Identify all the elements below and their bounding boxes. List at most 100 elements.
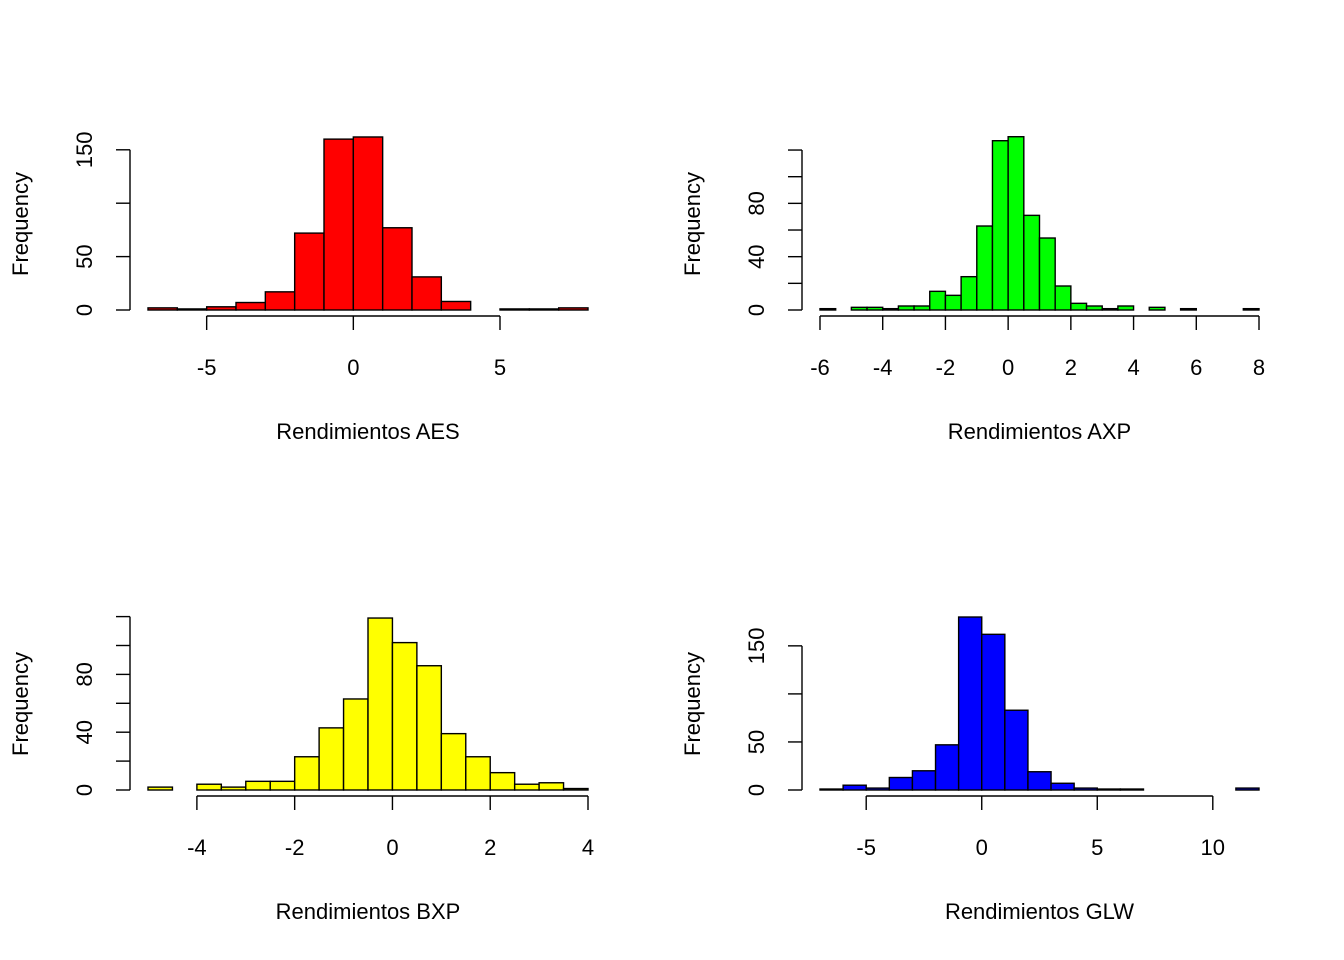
histogram-bar [1007,136,1025,311]
x-axis-title: Rendimientos GLW [945,899,1134,924]
histogram-bar [1096,788,1122,791]
x-tick-label: 4 [1127,355,1139,380]
histogram-bar [557,307,589,311]
histogram-panel-glw: -5 0 5 10 0 50 150 Rendimientos GLW Frequency [680,616,1260,924]
histogram-bar [562,787,589,791]
histogram-bar [205,306,237,311]
histogram-bar [842,784,867,791]
histogram-bar [1242,307,1260,311]
histogram-bar [528,308,560,311]
histogram-bar [220,786,247,791]
histogram-bar [235,301,267,311]
x-tick-label: -5 [856,835,876,860]
histogram-bar [1050,782,1075,791]
y-tick-label: 50 [744,730,769,754]
x-axis-title: Rendimientos AXP [948,419,1131,444]
y-tick-label: 0 [72,304,97,316]
x-tick-label: 5 [494,355,506,380]
x-tick-label: -4 [873,355,893,380]
x-tick-label: -2 [936,355,956,380]
x-tick-label: 6 [1190,355,1202,380]
histogram-bar [819,788,844,791]
histogram-bar [1054,285,1072,311]
x-axis-title: Rendimientos AES [276,419,459,444]
histogram-bar [991,140,1009,311]
y-axis-title: Frequency [8,172,33,276]
histogram-bar [1023,214,1041,311]
y-tick-label: 0 [744,304,769,316]
y-tick-label: 150 [744,627,769,664]
histogram-bar [196,783,223,791]
histogram-bar [147,786,174,791]
x-tick-label: 4 [582,835,594,860]
histogram-bar [318,727,345,791]
histogram-bar [440,732,467,791]
histogram-bar [1117,305,1135,311]
histogram-bar [416,665,443,791]
histogram-bar [1101,307,1119,311]
x-tick-label: 10 [1201,835,1225,860]
y-tick-label: 80 [72,662,97,686]
histogram-bar [981,633,1006,791]
x-tick-label: -6 [810,355,830,380]
histogram-bar [293,756,320,791]
histogram-bar [245,780,271,791]
histogram-bar [342,698,369,791]
histogram-bar [976,225,994,311]
x-tick-label: 2 [1065,355,1077,380]
histogram-bar [888,776,914,791]
histogram-bar [323,138,355,311]
x-tick-label: 0 [1002,355,1014,380]
histogram-bar [1235,787,1260,791]
histogram-bar [1119,788,1145,791]
histogram-bar [882,307,900,311]
x-axis-title: Rendimientos BXP [276,899,461,924]
histogram-bar [1073,787,1098,791]
histogram-bar [147,307,179,311]
histogram-bar [391,641,418,791]
histogram-bar [264,291,296,311]
histogram-bar [1027,771,1052,791]
histogram-bar [866,306,884,311]
y-tick-label: 0 [744,784,769,796]
histogram-bar [499,308,531,311]
x-tick-label: 0 [347,355,359,380]
histogram-bar [440,300,472,311]
histogram-bar [1038,237,1056,311]
histogram-bar [1070,302,1088,311]
x-tick-label: 8 [1253,355,1265,380]
x-tick-label: -2 [285,835,305,860]
histogram-bar [465,756,491,791]
histogram-bar [176,308,208,311]
x-tick-label: 5 [1091,835,1103,860]
y-tick-label: 50 [72,244,97,268]
y-tick-label: 40 [744,244,769,268]
histogram-bar [411,276,443,311]
y-tick-label: 0 [72,784,97,796]
x-tick-label: -4 [187,835,207,860]
x-tick-label: -5 [197,355,217,380]
histogram-bar [1085,305,1103,311]
histogram-bar [293,232,325,311]
y-axis-title: Frequency [8,652,33,756]
histogram-bar [850,306,868,311]
histogram-bar [1179,307,1197,311]
histogram-bar [929,290,947,311]
histogram-bar [911,770,937,791]
y-tick-label: 40 [72,720,97,744]
histogram-bar [957,616,983,791]
histogram-bar [934,744,960,791]
histogram-bar [819,307,837,311]
y-axis-title: Frequency [680,652,705,756]
y-tick-label: 80 [744,191,769,215]
histogram-bar [352,136,384,311]
x-tick-label: 0 [386,835,398,860]
histogram-bar [944,294,962,311]
histogram-bar [513,783,540,791]
histogram-bar [913,305,931,311]
histogram-bar [865,787,891,791]
